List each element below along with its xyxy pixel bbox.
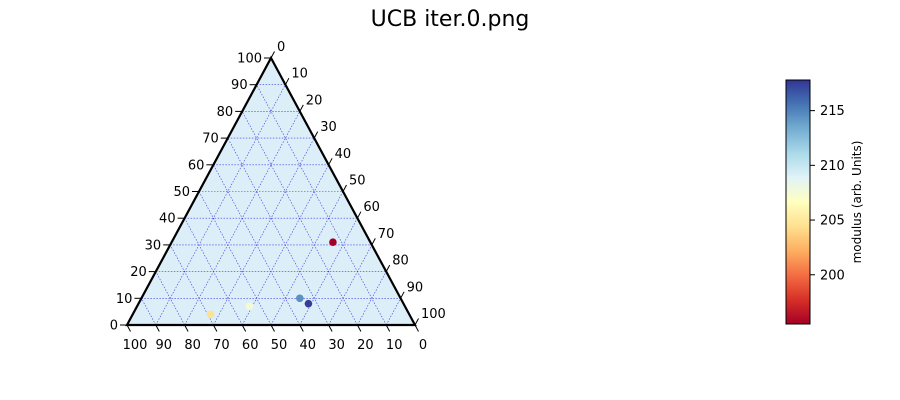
- left-axis-tick-label: 100: [237, 52, 262, 67]
- grid-line: [328, 244, 373, 326]
- right-axis-tick: [342, 184, 347, 192]
- bottom-axis-tick-label: 50: [271, 338, 288, 353]
- right-axis-tick-label: 0: [277, 40, 285, 55]
- ternary-points: [206, 238, 337, 319]
- bottom-axis-tick-label: 70: [213, 338, 230, 353]
- bottom-axis-tick: [270, 324, 275, 332]
- data-point: [206, 310, 215, 319]
- right-axis-tick: [299, 104, 304, 112]
- colorbar-label: modulus (arb. Units): [850, 141, 864, 264]
- colorbar-tick-label: 210: [820, 159, 845, 174]
- grid-line: [198, 191, 272, 326]
- grid-line: [155, 84, 286, 326]
- left-axis-tick-label: 80: [217, 105, 234, 120]
- right-axis-tick: [356, 211, 362, 219]
- right-axis-tick: [313, 131, 319, 139]
- right-axis-tick-label: 100: [421, 307, 446, 322]
- grid-line: [299, 218, 358, 326]
- right-axis-tick: [414, 318, 419, 326]
- right-axis-tick-label: 40: [335, 147, 352, 162]
- colorbar-tick-label: 200: [820, 268, 845, 283]
- bottom-axis-tick-label: 60: [242, 338, 259, 353]
- right-axis-tick-label: 20: [306, 93, 323, 108]
- colorbar: 200 205 210 215 modulus (arb. Units): [785, 79, 864, 325]
- right-axis-tick: [400, 291, 405, 299]
- bottom-axis-tick: [299, 324, 304, 332]
- grid-line: [357, 271, 387, 326]
- grid-line: [213, 137, 315, 326]
- grid-line: [184, 218, 243, 326]
- bottom-axis-tick: [328, 324, 333, 332]
- left-axis-tick-label: 30: [145, 238, 162, 253]
- left-axis-tick-label: 40: [159, 212, 176, 227]
- data-point: [296, 294, 304, 303]
- grid-line: [385, 298, 401, 326]
- right-axis-tick: [385, 264, 391, 272]
- bottom-axis-tick-label: 0: [419, 338, 427, 353]
- right-axis-tick: [270, 51, 275, 59]
- left-axis-tick-label: 20: [130, 265, 147, 280]
- grid-line: [169, 244, 214, 326]
- bottom-axis-tick: [184, 324, 189, 332]
- bottom-axis-tick: [356, 324, 362, 332]
- right-axis-tick-label: 10: [291, 67, 308, 82]
- right-axis-tick-label: 50: [349, 174, 366, 189]
- bottom-axis-tick: [212, 324, 218, 332]
- bottom-axis-tick-label: 80: [184, 338, 201, 353]
- right-axis-tick: [371, 238, 376, 246]
- data-point: [245, 302, 254, 311]
- grid-line: [155, 271, 185, 326]
- colorbar-tick-label: 205: [820, 214, 845, 229]
- right-axis-tick: [284, 77, 290, 85]
- grid-line: [270, 191, 344, 326]
- data-point: [304, 299, 313, 308]
- right-axis-tick-label: 30: [320, 120, 337, 135]
- bottom-axis-tick: [126, 324, 131, 332]
- bottom-axis-tick: [414, 324, 419, 332]
- right-axis-tick: [328, 158, 333, 166]
- chart-title: UCB iter.0.png: [371, 7, 530, 32]
- left-axis-tick-label: 70: [202, 132, 219, 147]
- bottom-axis-tick-label: 90: [156, 338, 173, 353]
- bottom-axis-tick-label: 30: [328, 338, 345, 353]
- colorbar-ticks: 200 205 210 215: [810, 104, 845, 283]
- right-axis-tick-label: 70: [378, 227, 395, 242]
- left-axis-tick-label: 50: [173, 185, 190, 200]
- bottom-axis-tick-label: 20: [357, 338, 374, 353]
- colorbar-bar: [785, 79, 811, 325]
- grid-line: [227, 137, 329, 326]
- right-axis-tick-label: 90: [407, 280, 424, 295]
- colorbar-tick-label: 215: [820, 104, 845, 119]
- data-point: [329, 238, 337, 247]
- right-axis-tick-label: 80: [392, 254, 409, 269]
- left-axis-tick-label: 10: [116, 292, 133, 307]
- grid-line: [256, 84, 387, 326]
- left-axis-tick-label: 60: [188, 158, 205, 173]
- ternary-grid: [141, 84, 401, 326]
- left-axis-tick-label: 90: [231, 78, 248, 93]
- bottom-axis-tick-label: 40: [300, 338, 317, 353]
- bottom-axis-tick-label: 100: [123, 338, 148, 353]
- bottom-axis-tick: [241, 324, 247, 332]
- bottom-axis-tick: [155, 324, 160, 332]
- bottom-axis-tick-label: 10: [386, 338, 403, 353]
- left-axis-tick-label: 0: [110, 319, 118, 334]
- right-axis-tick-label: 60: [363, 200, 380, 215]
- grid-line: [141, 298, 157, 326]
- bottom-axis-tick: [385, 324, 391, 332]
- ternary-ticks: 0010010109020208030307040406050505060604…: [110, 40, 446, 353]
